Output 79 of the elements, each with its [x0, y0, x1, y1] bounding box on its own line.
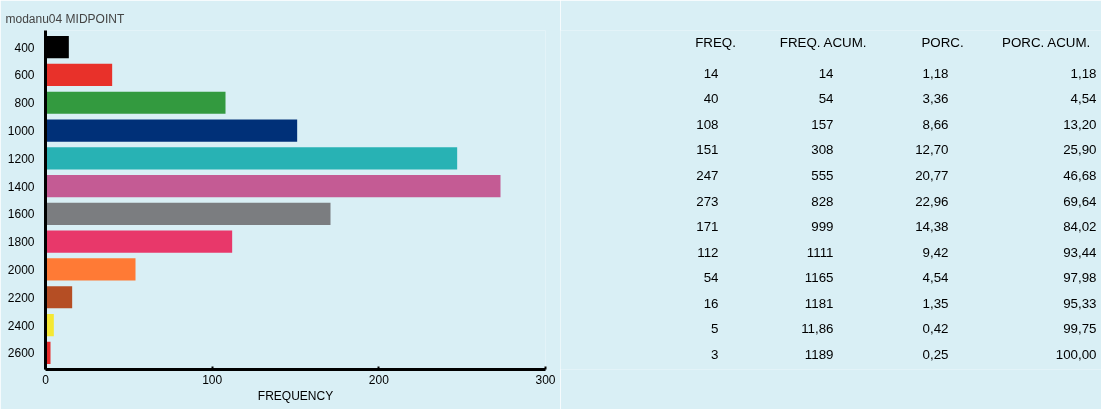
text: 1189: [804, 346, 834, 362]
text: 1,35: [922, 295, 949, 311]
text: 40: [703, 91, 719, 107]
text: 308: [811, 142, 834, 158]
y-tick-label: 1200: [7, 151, 35, 166]
x-tick-label: 300: [535, 372, 556, 387]
text: 54: [818, 91, 835, 107]
text: 13,20: [1063, 116, 1097, 132]
text: 273: [696, 193, 719, 209]
bar: [45, 91, 226, 114]
text: 828: [811, 193, 834, 209]
bar: [45, 230, 233, 253]
text: 3: [711, 346, 719, 362]
text: 14: [703, 65, 720, 81]
text: 84,02: [1063, 219, 1097, 235]
text: 14,38: [915, 219, 949, 235]
y-tick-label: 600: [14, 68, 35, 83]
bar: [45, 63, 113, 87]
bar: [45, 147, 458, 170]
x-axis-title: FREQUENCY: [257, 388, 334, 403]
text: 999: [811, 219, 834, 235]
text: 97,98: [1063, 270, 1097, 286]
text: 0,42: [922, 321, 949, 337]
text: 20,77: [915, 167, 949, 183]
category-label: PORC. ACUM.: [1002, 35, 1091, 51]
y-tick-label: 1600: [7, 207, 35, 222]
text: 5: [711, 321, 719, 337]
text: 151: [696, 142, 719, 158]
y-tick-label: 2200: [7, 290, 35, 305]
y-tick-label: 2400: [7, 318, 35, 333]
y-tick-label: 2000: [7, 262, 35, 277]
bar: [45, 286, 73, 309]
text: 46,68: [1063, 167, 1097, 183]
text: 1,18: [1070, 65, 1097, 81]
text: 14: [818, 65, 835, 81]
text: 0,25: [922, 346, 949, 362]
text: 1111: [806, 244, 834, 260]
chart-title: modanu04 MIDPOINT: [5, 11, 125, 26]
y-tick-label: 1400: [7, 179, 35, 194]
text: 3,36: [922, 91, 949, 107]
text: 25,90: [1063, 142, 1097, 158]
text: 247: [696, 167, 719, 183]
text: 69,64: [1063, 193, 1098, 209]
text: 1,18: [922, 65, 949, 81]
category-label: FREQ.: [695, 35, 736, 51]
category-label: FREQ. ACUM.: [779, 35, 867, 51]
bar: [45, 258, 136, 281]
text: 1181: [804, 295, 834, 311]
text: 16: [703, 295, 719, 311]
y-tick-label: 1000: [7, 124, 35, 139]
text: 99,75: [1063, 321, 1097, 337]
text: 4,54: [922, 270, 950, 286]
text: 54: [703, 270, 720, 286]
text: 93,44: [1063, 244, 1098, 260]
category-label: PORC.: [921, 35, 964, 51]
text: 8,66: [922, 116, 949, 132]
y-tick-label: 2600: [7, 346, 35, 361]
text: 100,00: [1055, 346, 1097, 362]
text: 112: [697, 244, 719, 260]
x-tick-label: 0: [42, 372, 50, 387]
text: 171: [696, 219, 719, 235]
text: 22,96: [915, 193, 949, 209]
y-tick-label: 800: [14, 96, 35, 111]
y-tick-label: 400: [14, 40, 35, 55]
x-tick-label: 200: [368, 372, 390, 387]
text: 1165: [804, 270, 834, 286]
text: 4,54: [1070, 91, 1098, 107]
text: 555: [811, 167, 834, 183]
bar: [45, 202, 331, 226]
text: 157: [811, 116, 834, 132]
text: 11,86: [801, 321, 834, 337]
y-tick-label: 1800: [7, 235, 35, 250]
text: 108: [696, 116, 719, 132]
bar: [45, 174, 501, 198]
x-tick-label: 100: [202, 372, 223, 387]
text: 95,33: [1063, 295, 1097, 311]
text: 9,42: [922, 244, 949, 260]
bar: [45, 119, 298, 142]
text: 12,70: [915, 142, 949, 158]
